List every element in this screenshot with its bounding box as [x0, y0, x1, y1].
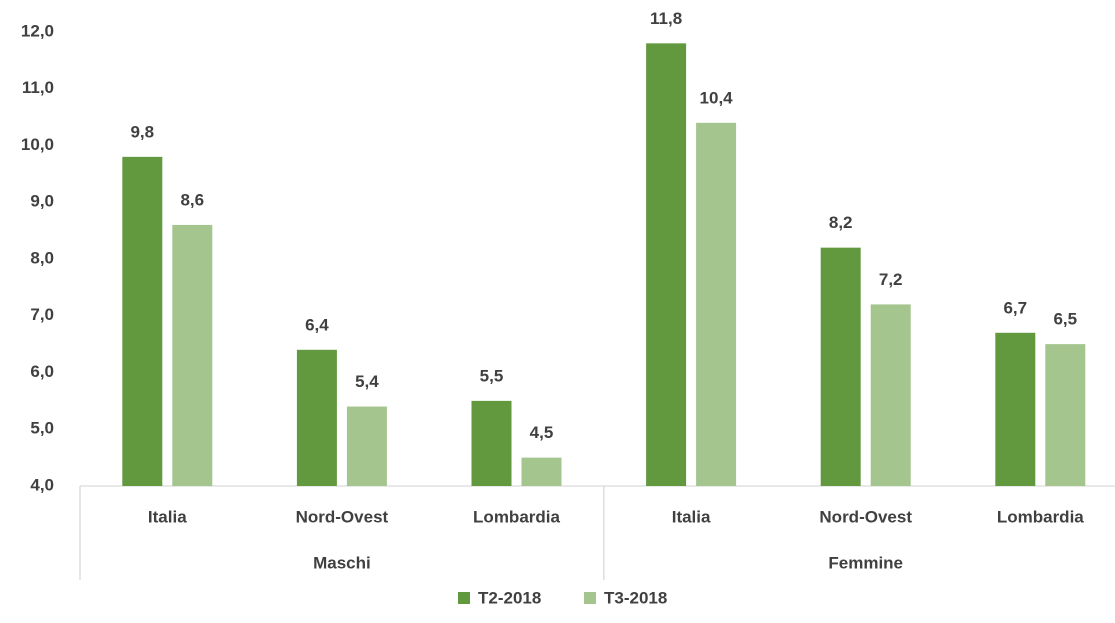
group-label: Femmine	[828, 553, 903, 572]
bar	[521, 457, 562, 486]
y-tick-label: 8,0	[30, 248, 54, 267]
data-label: 7,2	[879, 270, 903, 289]
x-tick-label: Lombardia	[473, 507, 560, 526]
x-tick-label: Nord-Ovest	[819, 507, 912, 526]
x-tick-label: Italia	[672, 507, 711, 526]
data-label: 4,5	[530, 423, 554, 442]
bar	[995, 332, 1036, 486]
bar	[870, 304, 911, 486]
data-label: 8,6	[180, 190, 204, 209]
bar	[696, 122, 737, 487]
y-tick-label: 4,0	[30, 475, 54, 494]
data-label: 5,4	[355, 372, 379, 391]
bar	[1045, 344, 1086, 486]
data-label: 9,8	[130, 122, 154, 141]
y-tick-label: 6,0	[30, 362, 54, 381]
y-tick-label: 9,0	[30, 192, 54, 211]
y-tick-label: 12,0	[21, 21, 54, 40]
legend-label: T3-2018	[604, 588, 667, 607]
data-label: 6,7	[1003, 298, 1027, 317]
y-tick-label: 10,0	[21, 135, 54, 154]
bar	[122, 156, 163, 486]
legend-swatch	[584, 592, 596, 604]
data-label: 10,4	[700, 88, 734, 107]
bar	[471, 400, 512, 486]
bar	[820, 247, 861, 486]
y-tick-label: 7,0	[30, 305, 54, 324]
group-label: Maschi	[313, 553, 371, 572]
x-tick-label: Italia	[148, 507, 187, 526]
data-label: 8,2	[829, 213, 853, 232]
data-label: 6,4	[305, 315, 329, 334]
y-tick-label: 11,0	[22, 78, 54, 97]
bar	[346, 406, 387, 486]
bar	[296, 349, 337, 486]
legend-label: T2-2018	[478, 588, 541, 607]
bar	[646, 43, 687, 486]
x-tick-label: Lombardia	[997, 507, 1084, 526]
bar	[172, 224, 213, 486]
x-tick-label: Nord-Ovest	[296, 507, 389, 526]
data-label: 5,5	[480, 366, 504, 385]
y-tick-label: 5,0	[30, 419, 54, 438]
legend-swatch	[458, 592, 470, 604]
data-label: 6,5	[1053, 310, 1077, 329]
data-label: 11,8	[650, 9, 682, 28]
